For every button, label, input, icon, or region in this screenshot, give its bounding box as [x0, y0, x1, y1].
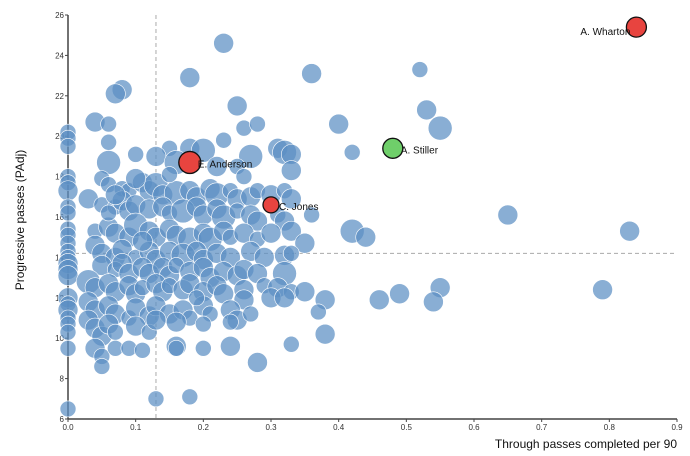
data-point	[423, 291, 444, 313]
data-point	[100, 204, 117, 222]
reference-lines	[68, 15, 677, 419]
data-point	[220, 335, 241, 357]
highlighted-point	[262, 196, 280, 214]
y-tick-label: 20	[55, 132, 64, 141]
data-point	[355, 226, 377, 248]
data-point	[100, 133, 117, 151]
data-point	[167, 339, 185, 357]
data-point	[249, 115, 266, 133]
x-tick-label: 0.7	[536, 423, 548, 432]
highlighted-point-label: E. Anderson	[198, 159, 252, 170]
data-point	[145, 309, 167, 331]
data-point	[242, 305, 259, 323]
data-point	[235, 168, 253, 185]
data-point	[222, 313, 239, 331]
y-tick-label: 6	[60, 415, 65, 424]
x-tick-label: 0.9	[671, 423, 683, 432]
data-point	[181, 388, 199, 406]
data-point	[280, 188, 302, 210]
data-points	[57, 32, 640, 418]
data-point	[195, 339, 212, 357]
data-point	[59, 339, 77, 357]
data-point	[280, 220, 302, 242]
y-tick-label: 16	[55, 213, 64, 222]
y-tick-label: 22	[55, 92, 64, 101]
data-point	[294, 232, 316, 254]
y-tick-label: 24	[55, 51, 64, 60]
data-point	[179, 67, 201, 88]
data-point	[274, 287, 295, 309]
data-point	[282, 245, 300, 262]
y-axis-title: Progressive passes (PAdj)	[13, 150, 27, 291]
data-point	[282, 335, 300, 353]
data-point	[147, 390, 165, 408]
data-point	[105, 184, 126, 206]
data-point	[127, 146, 144, 163]
data-point	[125, 168, 146, 189]
data-point	[195, 315, 212, 333]
data-point	[497, 204, 519, 226]
data-point	[59, 204, 77, 222]
data-point	[247, 352, 268, 373]
highlighted-point-label: A. Stiller	[401, 145, 439, 156]
data-point	[294, 281, 316, 303]
data-point	[59, 400, 77, 418]
data-point	[213, 32, 234, 54]
data-point	[215, 131, 232, 149]
highlighted-point	[382, 137, 404, 159]
data-point	[314, 323, 336, 345]
data-point	[411, 61, 429, 78]
data-point	[165, 311, 187, 333]
x-tick-label: 0.5	[401, 423, 413, 432]
data-point	[238, 144, 263, 169]
data-point	[301, 63, 322, 84]
highlighted-point	[625, 16, 648, 38]
highlighted-point-label: A. Wharton	[580, 27, 630, 38]
x-tick-label: 0.0	[62, 423, 74, 432]
y-tick-label: 26	[55, 11, 64, 20]
data-point	[280, 160, 302, 181]
data-point	[57, 180, 79, 202]
data-point	[343, 144, 361, 161]
x-tick-label: 0.8	[604, 423, 616, 432]
data-point	[134, 342, 151, 359]
data-point	[206, 156, 228, 177]
data-point	[619, 220, 640, 242]
data-point	[368, 289, 390, 311]
data-point	[389, 283, 410, 305]
data-point	[59, 323, 77, 341]
data-point	[100, 115, 117, 133]
y-tick-label: 8	[60, 375, 65, 384]
x-tick-label: 0.3	[265, 423, 277, 432]
data-point	[226, 95, 248, 117]
highlighted-players: A. Wharton A. Stiller E. Anderson C. Jones	[178, 16, 648, 214]
x-tick-label: 0.6	[468, 423, 480, 432]
data-point	[328, 113, 349, 135]
x-tick-label: 0.4	[333, 423, 345, 432]
x-axis-title: Through passes completed per 90	[495, 437, 677, 451]
data-point	[161, 166, 178, 183]
data-point	[310, 303, 327, 321]
data-point	[303, 206, 320, 224]
data-point	[107, 323, 124, 341]
data-point	[188, 289, 205, 307]
data-point	[93, 358, 111, 375]
data-point	[427, 115, 453, 141]
data-point	[260, 222, 282, 244]
data-point	[105, 83, 126, 105]
y-tick-label: 10	[55, 334, 64, 343]
highlighted-point-label: C. Jones	[279, 202, 318, 213]
x-tick-label: 0.1	[130, 423, 142, 432]
data-point	[592, 279, 613, 301]
x-tick-label: 0.2	[198, 423, 210, 432]
data-point	[59, 138, 77, 155]
highlighted-point	[178, 150, 202, 175]
data-point	[132, 230, 153, 252]
data-point	[57, 265, 79, 286]
data-point	[416, 99, 437, 121]
data-point	[145, 146, 167, 167]
